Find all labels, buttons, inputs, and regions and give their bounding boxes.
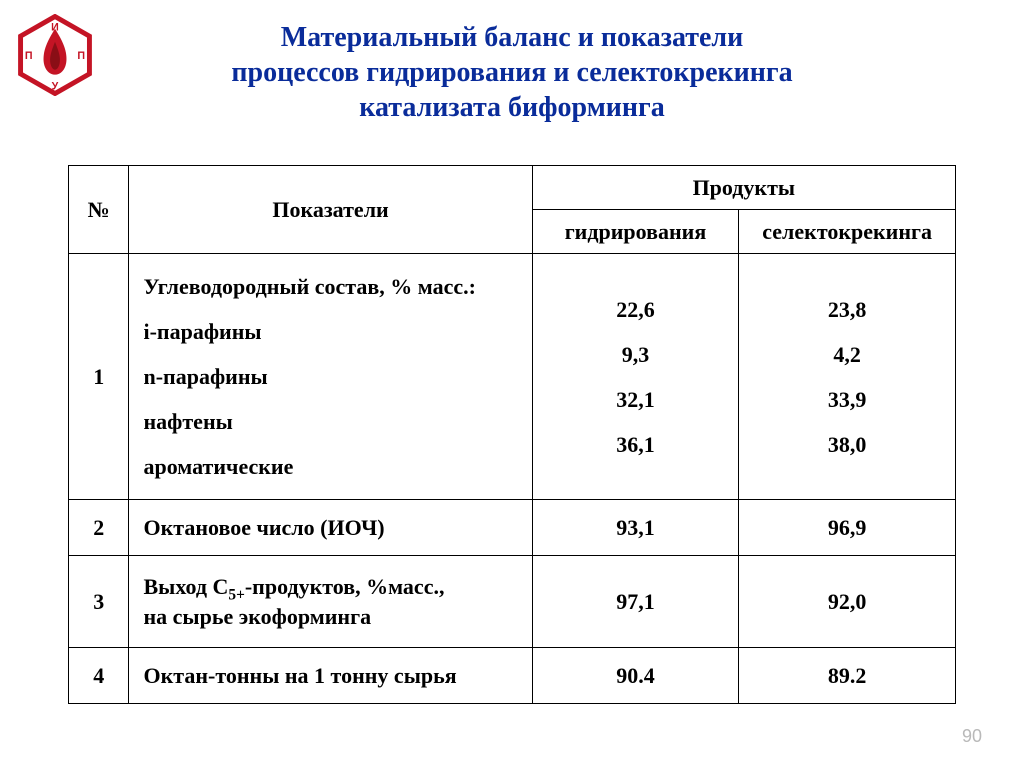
title-line-1: Материальный баланс и показатели [110, 20, 914, 55]
table-row: 4 Октан-тонны на 1 тонну сырья 90.4 89.2 [69, 648, 956, 704]
row-p2: 92,0 [739, 556, 956, 648]
data-table: № Показатели Продукты гидрирования селек… [68, 165, 956, 704]
row-p1: 90.4 [532, 648, 739, 704]
logo-letter-top: И [51, 21, 59, 33]
row-p1: 97,1 [532, 556, 739, 648]
title-line-2: процессов гидрирования и селектокрекинга [110, 55, 914, 90]
row-num: 2 [69, 500, 129, 556]
logo-letter-left: П [25, 50, 33, 62]
data-table-wrapper: № Показатели Продукты гидрирования селек… [68, 165, 956, 704]
table-row: 2 Октановое число (ИОЧ) 93,1 96,9 [69, 500, 956, 556]
row-indicator: Углеводородный состав, % масс.:i-парафин… [129, 254, 532, 500]
row-indicator: Октановое число (ИОЧ) [129, 500, 532, 556]
row-p1: 22,69,332,136,1 [532, 254, 739, 500]
row-indicator: Выход С5+-продуктов, %масс.,на сырье эко… [129, 556, 532, 648]
row-num: 3 [69, 556, 129, 648]
row-num: 4 [69, 648, 129, 704]
logo-letter-bottom: У [52, 80, 59, 92]
row-indicator: Октан-тонны на 1 тонну сырья [129, 648, 532, 704]
row-p2: 96,9 [739, 500, 956, 556]
row-p2: 89.2 [739, 648, 956, 704]
th-selectocracking: селектокрекинга [739, 210, 956, 254]
row-p1: 93,1 [532, 500, 739, 556]
th-number: № [69, 166, 129, 254]
logo: И П П У [14, 14, 96, 96]
slide-title: Материальный баланс и показатели процесс… [0, 0, 1024, 125]
th-indicator: Показатели [129, 166, 532, 254]
row-num: 1 [69, 254, 129, 500]
page-number: 90 [962, 726, 982, 747]
title-line-3: катализата биформинга [110, 90, 914, 125]
th-products: Продукты [532, 166, 955, 210]
logo-letter-right: П [77, 50, 85, 62]
row-p2: 23,84,233,938,0 [739, 254, 956, 500]
table-row: 1 Углеводородный состав, % масс.:i-параф… [69, 254, 956, 500]
th-hydrogenation: гидрирования [532, 210, 739, 254]
table-row: 3 Выход С5+-продуктов, %масс.,на сырье э… [69, 556, 956, 648]
